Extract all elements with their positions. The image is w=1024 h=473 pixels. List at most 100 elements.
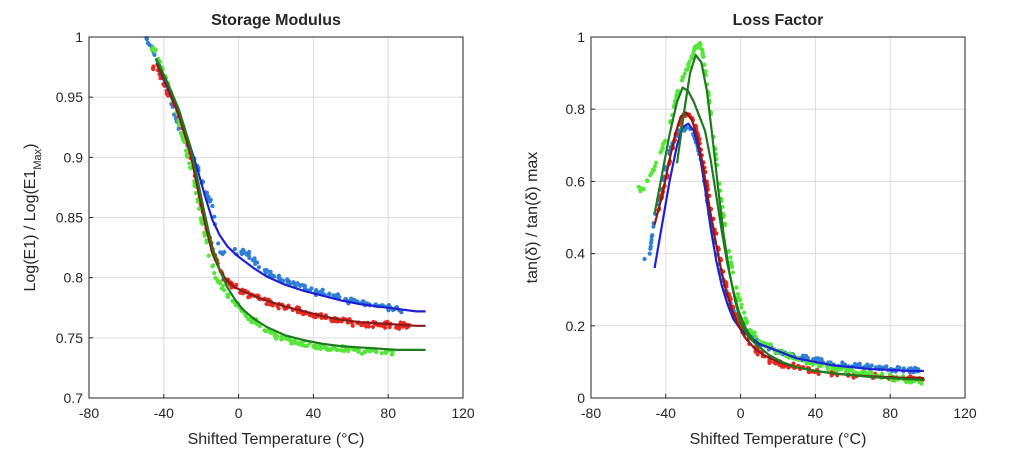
data-point (652, 164, 657, 169)
x-tick-label: 40 (808, 405, 824, 421)
data-point (195, 199, 200, 204)
data-point (690, 55, 695, 60)
data-point (660, 145, 665, 151)
data-point (379, 351, 384, 356)
data-point (303, 343, 308, 348)
data-point (650, 233, 655, 238)
data-point (327, 291, 332, 296)
data-point (394, 325, 399, 330)
data-point (729, 262, 734, 267)
data-point (280, 278, 285, 283)
data-point (180, 134, 185, 139)
data-point (213, 275, 218, 281)
data-point (207, 198, 212, 204)
y-tick-label: 0.6 (566, 173, 586, 189)
data-point (176, 126, 181, 131)
data-point (200, 221, 205, 226)
data-point (271, 274, 277, 279)
y-tick-label: 0 (577, 390, 585, 406)
data-point (234, 282, 239, 287)
x-axis-label: Shifted Temperature (°C) (690, 431, 867, 448)
axes-frame (590, 36, 966, 399)
x-tick-label: 0 (737, 405, 745, 421)
y-tick-label: 1 (577, 29, 585, 45)
chart-panel-2: -80 -40 0 40 80 120 0 0.2 0.4 0.6 0.8 1 Loss Factor S… (524, 12, 977, 448)
data-point (363, 324, 369, 329)
y-axis-label-main: Log(E1) / Log(E1 (22, 170, 39, 292)
y-tick-label: 0.9 (64, 149, 84, 165)
data-point (638, 188, 643, 194)
data-point (250, 258, 255, 263)
data-point (225, 293, 231, 298)
data-point (649, 237, 654, 243)
data-point (739, 305, 744, 310)
data-point (682, 71, 687, 76)
x-tick-label: -40 (656, 405, 676, 421)
x-tick-label: 80 (380, 405, 396, 421)
chart-panel-1: -80 -40 0 40 80 120 0.7 0.75 0.8 0.85 0.9 0.95 1 Stor… (22, 12, 475, 448)
data-point (857, 361, 862, 366)
data-point (298, 340, 303, 345)
y-axis-label-subscript: Max (32, 148, 44, 169)
data-point (291, 280, 296, 285)
data-point (192, 183, 197, 188)
data-point (287, 337, 293, 343)
data-point (389, 352, 394, 357)
data-point (880, 371, 885, 376)
data-point (274, 334, 279, 339)
data-point (751, 331, 756, 336)
data-point (702, 62, 707, 67)
data-point (663, 138, 668, 143)
data-point (647, 251, 652, 256)
data-point (383, 350, 389, 355)
data-point (814, 356, 819, 361)
y-tick-label: 0.8 (64, 270, 84, 286)
data-point (832, 367, 837, 372)
y-tick-label: 0.75 (56, 330, 83, 346)
data-point (659, 149, 664, 154)
data-point (183, 148, 189, 153)
data-point (313, 343, 318, 348)
data-point (853, 370, 858, 375)
y-axis-label: Log(E1) / Log(E1Max) (22, 144, 44, 292)
data-point (884, 364, 889, 369)
data-point (686, 62, 691, 67)
data-point (723, 223, 728, 228)
data-point (693, 45, 698, 51)
data-point (374, 349, 379, 354)
x-tick-label: 80 (882, 405, 898, 421)
data-point (343, 296, 349, 302)
data-point (698, 42, 703, 47)
data-point (726, 248, 732, 254)
chart-title: Storage Modulus (211, 12, 341, 29)
data-point (383, 325, 388, 330)
data-point (735, 291, 741, 297)
y-axis-label-close: ) (22, 144, 39, 149)
data-point (184, 154, 190, 159)
data-point (728, 255, 733, 260)
data-point (204, 238, 209, 243)
y-tick-label: 0.8 (566, 101, 586, 117)
data-point (907, 380, 912, 385)
data-point (178, 131, 184, 136)
fit-line-2 (155, 62, 426, 327)
data-point (679, 78, 685, 83)
data-point (206, 253, 211, 258)
data-point (387, 325, 392, 330)
data-point (840, 360, 845, 365)
data-point (731, 270, 736, 275)
fit-line-1 (653, 122, 924, 373)
data-point (742, 310, 747, 315)
data-point (908, 366, 913, 371)
data-point (176, 122, 182, 128)
data-point (206, 194, 211, 199)
data-point (653, 160, 659, 165)
data-point (196, 206, 202, 211)
data-point (327, 347, 332, 352)
data-point (279, 337, 284, 342)
data-point (683, 67, 689, 72)
x-tick-label: 40 (306, 405, 322, 421)
data-point (744, 320, 749, 326)
data-point (651, 224, 656, 229)
data-point (801, 353, 806, 358)
